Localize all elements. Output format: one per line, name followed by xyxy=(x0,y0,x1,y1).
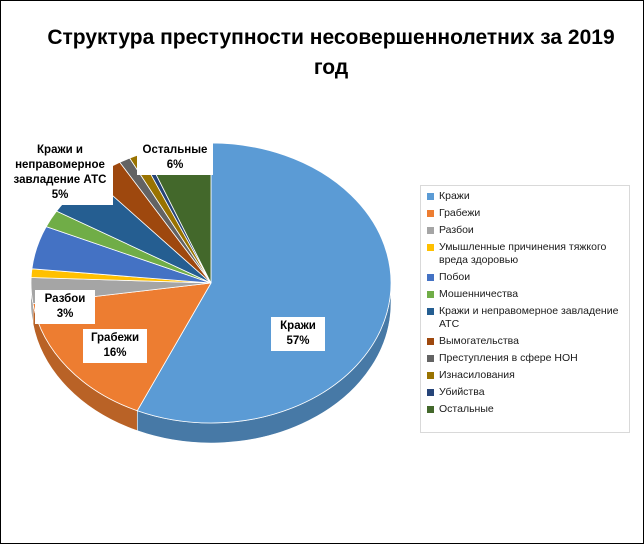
legend-item-10: Убийства xyxy=(427,386,629,399)
data-label-kraji-ats-percent: 5% xyxy=(51,189,69,201)
legend-swatch-0 xyxy=(427,193,434,200)
data-label-kraji-percent: 57% xyxy=(286,335,310,347)
data-label-grabezhi-percent: 16% xyxy=(103,347,127,359)
data-label-ostalnye-percent: 6% xyxy=(166,159,184,171)
legend-label-5: Мошенничества xyxy=(439,288,519,300)
data-label-kraji-ats-name: Кражи и неправомерное завладение АТС xyxy=(13,144,107,186)
legend-swatch-9 xyxy=(427,372,434,379)
legend-item-9: Изнасилования xyxy=(427,369,629,382)
data-label-grabezhi: Грабежи 16% xyxy=(83,329,147,363)
data-label-kraji-ats: Кражи и неправомерное завладение АТС 5% xyxy=(7,141,113,205)
legend-swatch-6 xyxy=(427,308,434,315)
data-label-razboi: Разбои 3% xyxy=(35,290,95,324)
legend-swatch-4 xyxy=(427,274,434,281)
data-label-ostalnye: Остальные 6% xyxy=(137,141,213,175)
legend-swatch-8 xyxy=(427,355,434,362)
legend-item-2: Разбои xyxy=(427,224,629,237)
legend-label-9: Изнасилования xyxy=(439,369,515,381)
chart-title: Структура преступности несовершеннолетни… xyxy=(47,26,615,79)
data-label-grabezhi-name: Грабежи xyxy=(90,332,140,344)
legend-item-5: Мошенничества xyxy=(427,288,629,301)
legend: Кражи Грабежи Разбои Умышленные причинения … xyxy=(420,185,630,433)
data-label-razboi-name: Разбои xyxy=(44,293,86,305)
legend-item-3: Умышленные причинения тяжкого вреда здор… xyxy=(427,241,629,267)
legend-swatch-1 xyxy=(427,210,434,217)
legend-label-2: Разбои xyxy=(439,224,474,236)
legend-label-8: Преступления в сфере НОН xyxy=(439,352,578,364)
legend-label-0: Кражи xyxy=(439,190,470,202)
legend-swatch-10 xyxy=(427,389,434,396)
legend-label-1: Грабежи xyxy=(439,207,481,219)
legend-item-11: Остальные xyxy=(427,403,629,416)
legend-item-7: Вымогательства xyxy=(427,335,629,348)
data-label-razboi-percent: 3% xyxy=(56,308,74,320)
legend-swatch-7 xyxy=(427,338,434,345)
legend-swatch-5 xyxy=(427,291,434,298)
legend-label-4: Побои xyxy=(439,271,471,283)
legend-item-8: Преступления в сфере НОН xyxy=(427,352,629,365)
legend-label-6: Кражи и неправомерное завладение АТС xyxy=(439,305,619,330)
legend-label-3: Умышленные причинения тяжкого вреда здор… xyxy=(439,241,607,266)
legend-swatch-11 xyxy=(427,406,434,413)
legend-item-0: Кражи xyxy=(427,190,629,203)
legend-swatch-3 xyxy=(427,244,434,251)
data-label-kraji-name: Кражи xyxy=(280,320,316,332)
legend-item-4: Побои xyxy=(427,271,629,284)
legend-item-6: Кражи и неправомерное завладение АТС xyxy=(427,305,629,331)
legend-swatch-2 xyxy=(427,227,434,234)
legend-label-11: Остальные xyxy=(439,403,494,415)
pie-slice-кражи xyxy=(136,142,392,424)
legend-item-1: Грабежи xyxy=(427,207,629,220)
legend-label-10: Убийства xyxy=(439,386,485,398)
data-label-ostalnye-name: Остальные xyxy=(142,144,208,156)
data-label-kraji: Кражи 57% xyxy=(271,317,325,351)
legend-label-7: Вымогательства xyxy=(439,335,519,347)
